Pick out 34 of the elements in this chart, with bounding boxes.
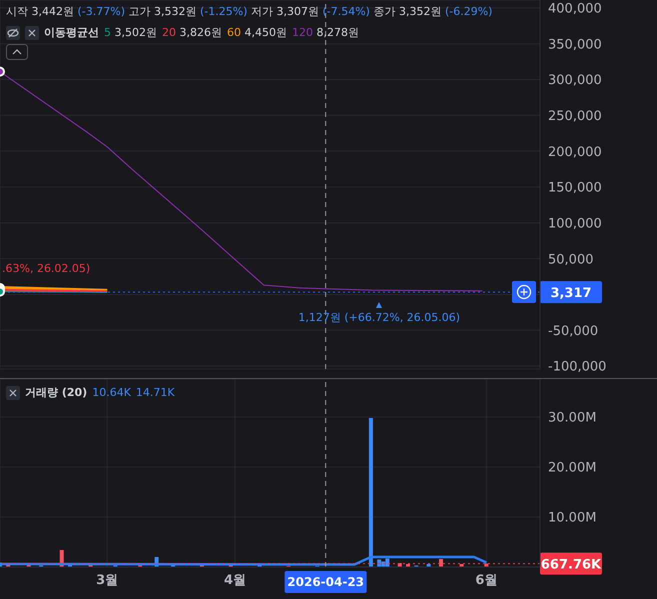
y-tick-label: 200,000 <box>548 144 602 160</box>
y-tick-label: 100,000 <box>548 216 602 232</box>
y-tick-label: 20.00M <box>548 460 596 476</box>
annotation: 3,502원 <box>114 26 157 39</box>
y-tick-label: -100,000 <box>548 360 606 375</box>
text: 120 <box>292 26 313 39</box>
y-tick-label: 150,000 <box>548 180 602 196</box>
ref-line-label: 667.76K <box>540 558 602 573</box>
annotation: .63%, 26.02.05) <box>2 262 90 275</box>
text: 거래량 (20) <box>25 385 88 400</box>
annotation: 14.71K <box>136 386 175 399</box>
annotation: 4,450원 <box>244 26 287 39</box>
y-tick-label: 10.00M <box>548 510 596 526</box>
text: 5 <box>104 26 111 39</box>
x-tick-label: 6월 <box>475 573 498 588</box>
text: 시작 3,442원 (-3.77%) 고가 3,532원 (-1.25%) 저가 3,307원 (-7.54%) 종가 3,352원 (-6.29%) <box>6 5 492 18</box>
annotation: 1,127원 (+66.72%, 26.05.06) <box>298 310 460 325</box>
y-tick-label: 250,000 <box>548 108 602 124</box>
y-tick-label: 50,000 <box>548 252 594 268</box>
y-tick-label: 350,000 <box>548 37 602 52</box>
ref-line-label: 2026-04-23 <box>287 575 364 589</box>
text: 60 <box>227 26 241 39</box>
annotation: 10.64K <box>92 386 131 399</box>
text: 20 <box>162 26 176 39</box>
x-tick-label: 4월 <box>224 573 246 588</box>
ref-line-label: 3,317 <box>550 286 592 302</box>
y-tick-label: -50,000 <box>548 324 598 339</box>
y-tick-label: 30.00M <box>548 410 596 426</box>
annotation: 8,278원 <box>316 26 359 39</box>
y-tick-label: 300,000 <box>548 73 602 88</box>
annotation: 3,826원 <box>180 26 222 39</box>
x-tick-label: 3월 <box>96 573 118 588</box>
legend-title: 이동평균선 <box>44 25 99 40</box>
y-tick-label: 400,000 <box>548 1 602 16</box>
